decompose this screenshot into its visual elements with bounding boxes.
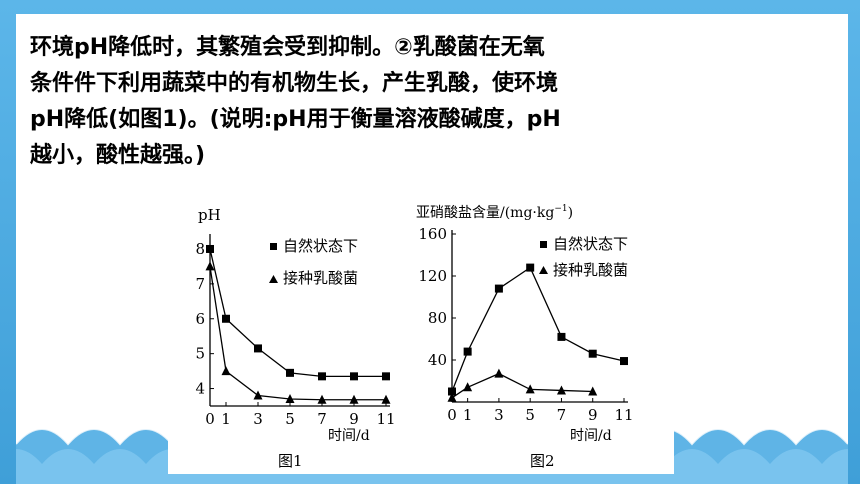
fig1-y-tick-label: 6	[195, 310, 205, 328]
fig2-y-tick-label: 160	[418, 225, 447, 243]
fig1-x-tick-label: 5	[285, 410, 295, 428]
fig2-series-line-1	[451, 266, 625, 392]
fig1-triangle-point	[285, 394, 295, 404]
fig2-y-tick-label: 40	[428, 351, 447, 369]
fig1-square-point	[254, 344, 262, 353]
fig1-y-tick-label: 7	[195, 275, 205, 293]
fig2-x-tick-label: 7	[557, 406, 567, 424]
fig1-plot: 0 1 3 5 7 9 11 4 5 6 7 8	[195, 234, 396, 428]
fig2-x-tick-label: 9	[588, 406, 598, 424]
fig1-x-label: 时间/d	[328, 428, 370, 444]
fig1-y-tick-label: 4	[195, 380, 205, 398]
fig2-y-label-sup: −1	[554, 204, 567, 214]
fig1-triangle-point	[381, 394, 391, 404]
fig1-legend-triangle-marker	[269, 275, 278, 283]
fig1-triangle-point	[317, 394, 327, 404]
fig2-square-point	[557, 332, 566, 341]
fig1-triangle-point	[349, 394, 359, 404]
fig1-x-tick-label: 7	[317, 410, 327, 428]
fig2-square-point	[463, 347, 472, 356]
fig2-square-point	[494, 284, 503, 293]
figures-svg: pH 时间/d 图1 自然状态下 接种乳酸菌 亚硝酸盐含量/(mg·kg−1) …	[195, 204, 633, 470]
fig2-square-point	[448, 387, 456, 396]
fig1-legend-inoculated: 接种乳酸菌	[283, 269, 358, 287]
fig1-square-point	[222, 314, 230, 323]
fig1-y-tick-label: 5	[195, 345, 205, 363]
fig1-triangle-point	[205, 261, 215, 271]
fig2-y-label-close: )	[568, 205, 573, 221]
fig1-triangle-point	[221, 366, 231, 376]
fig1-x-tick-label: 9	[349, 410, 359, 428]
fig2-legend-square-marker	[540, 241, 547, 248]
fig1-triangle-point	[253, 390, 263, 400]
fig2-y-label-text: 亚硝酸盐含量/(mg·kg	[416, 205, 554, 221]
fig2-triangle-point	[556, 385, 566, 395]
fig2-x-tick-label: 3	[494, 406, 504, 424]
paragraph-line-1: 环境pH降低时，其繁殖会受到抑制。②乳酸菌在无氧	[30, 35, 545, 60]
fig2-legend-triangle-marker	[539, 266, 548, 274]
fig2-y-label: 亚硝酸盐含量/(mg·kg−1)	[416, 204, 573, 221]
fig1-x-tick-label: 1	[221, 410, 231, 428]
figure-panel: pH 时间/d 图1 自然状态下 接种乳酸菌 亚硝酸盐含量/(mg·kg−1) …	[168, 184, 674, 474]
fig1-square-point	[382, 372, 390, 381]
fig1-x-tick-label: 0	[205, 410, 215, 428]
fig1-y-tick-label: 8	[195, 240, 205, 258]
fig2-legend-natural: 自然状态下	[553, 235, 628, 253]
fig2-x-tick-label: 1	[463, 406, 473, 424]
fig1-y-label: pH	[198, 206, 221, 224]
fig2-y-tick-label: 80	[428, 309, 447, 327]
fig1-square-point	[286, 368, 294, 377]
fig1-x-tick-label: 11	[376, 410, 395, 428]
fig2-caption: 图2	[530, 452, 555, 470]
fig1-caption: 图1	[278, 452, 303, 470]
fig2-square-point	[588, 349, 597, 358]
fig1-legend-natural: 自然状态下	[283, 237, 358, 255]
fig2-legend-inoculated: 接种乳酸菌	[553, 261, 628, 279]
fig2-triangle-point	[525, 384, 535, 394]
fig1-square-point	[350, 372, 358, 381]
fig1-legend-square-marker	[270, 243, 277, 250]
fig2-y-tick-label: 120	[418, 267, 447, 285]
fig2-square-point	[620, 357, 628, 366]
paragraph-line-2: 条件件下利用蔬菜中的有机物生长，产生乳酸，使环境	[30, 71, 559, 96]
fig2-x-tick-label: 0	[447, 406, 457, 424]
paragraph-line-3: pH降低(如图1)。(说明:pH用于衡量溶液酸碱度，pH	[30, 107, 561, 132]
explanation-paragraph: 环境pH降低时，其繁殖会受到抑制。②乳酸菌在无氧 条件件下利用蔬菜中的有机物生长…	[30, 30, 810, 174]
fig2-triangle-point	[588, 386, 598, 396]
fig2-x-label: 时间/d	[570, 428, 612, 444]
fig2-x-tick-label: 11	[614, 406, 633, 424]
fig2-triangle-point	[447, 392, 457, 402]
fig1-square-point	[318, 372, 326, 381]
fig2-x-tick-label: 5	[525, 406, 535, 424]
fig2-plot: 0 1 3 5 7 9 11 40 80 120 160	[418, 225, 633, 424]
fig2-triangle-point	[463, 382, 473, 392]
fig1-x-tick-label: 3	[253, 410, 263, 428]
fig2-triangle-point	[494, 368, 504, 378]
paragraph-line-4: 越小，酸性越强。)	[30, 143, 206, 168]
fig2-series-line-2	[451, 372, 593, 399]
fig2-square-point	[526, 263, 535, 272]
fig1-square-point	[206, 244, 214, 253]
